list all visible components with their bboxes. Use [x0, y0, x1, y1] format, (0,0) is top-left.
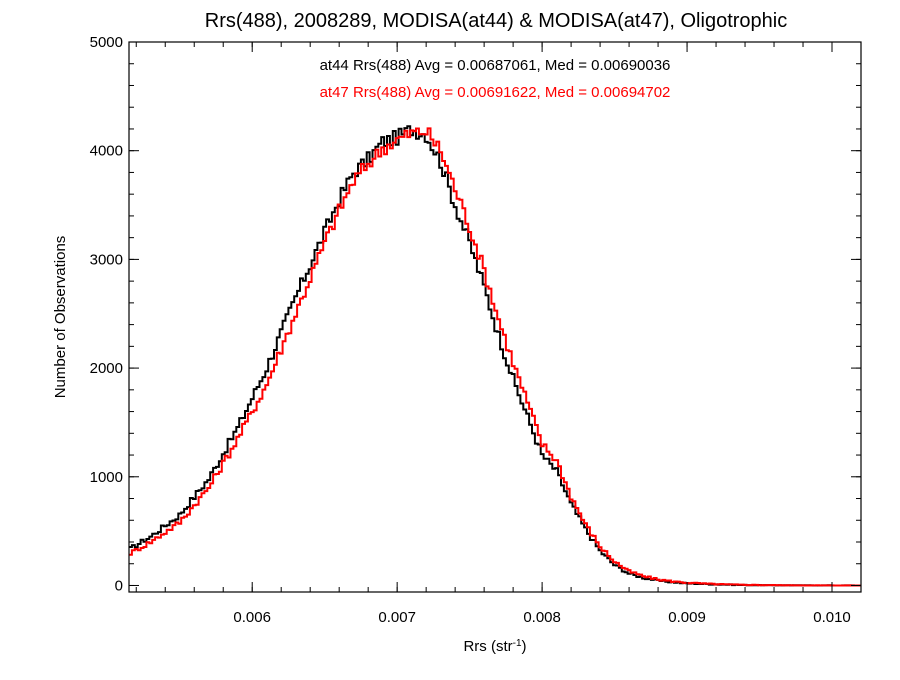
plot-frame	[128, 41, 862, 593]
y-axis-label: Number of Observations	[52, 236, 69, 399]
chart-title: Rrs(488), 2008289, MODISA(at44) & MODISA…	[205, 10, 787, 32]
x-tick-label: 0.009	[668, 609, 706, 626]
y-tick-label: 1000	[90, 469, 123, 486]
annotation-at47: at47 Rrs(488) Avg = 0.00691622, Med = 0.…	[320, 84, 671, 101]
x-axis-label-main: Rrs (str	[463, 638, 512, 655]
x-axis: 0.006 0.007 0.008 0.009 0.010	[135, 42, 862, 626]
y-axis: 0 1000 2000 3000 4000 5000	[90, 34, 861, 594]
series-at47-line	[129, 127, 861, 587]
x-tick-label: 0.007	[378, 609, 416, 626]
x-tick-label: 0.006	[233, 609, 271, 626]
x-tick-label: 0.010	[813, 609, 851, 626]
x-axis-label-close: )	[522, 638, 527, 655]
x-tick-label: 0.008	[523, 609, 561, 626]
annotation-at44: at44 Rrs(488) Avg = 0.00687061, Med = 0.…	[320, 57, 671, 74]
y-tick-label: 0	[115, 577, 123, 594]
y-tick-label: 4000	[90, 143, 123, 160]
series-layer	[129, 125, 861, 587]
y-tick-label: 3000	[90, 251, 123, 268]
y-tick-label: 5000	[90, 34, 123, 51]
x-axis-label: Rrs (str-1)	[463, 638, 526, 656]
y-tick-label: 2000	[90, 360, 123, 377]
x-axis-label-superscript: -1	[513, 638, 522, 649]
